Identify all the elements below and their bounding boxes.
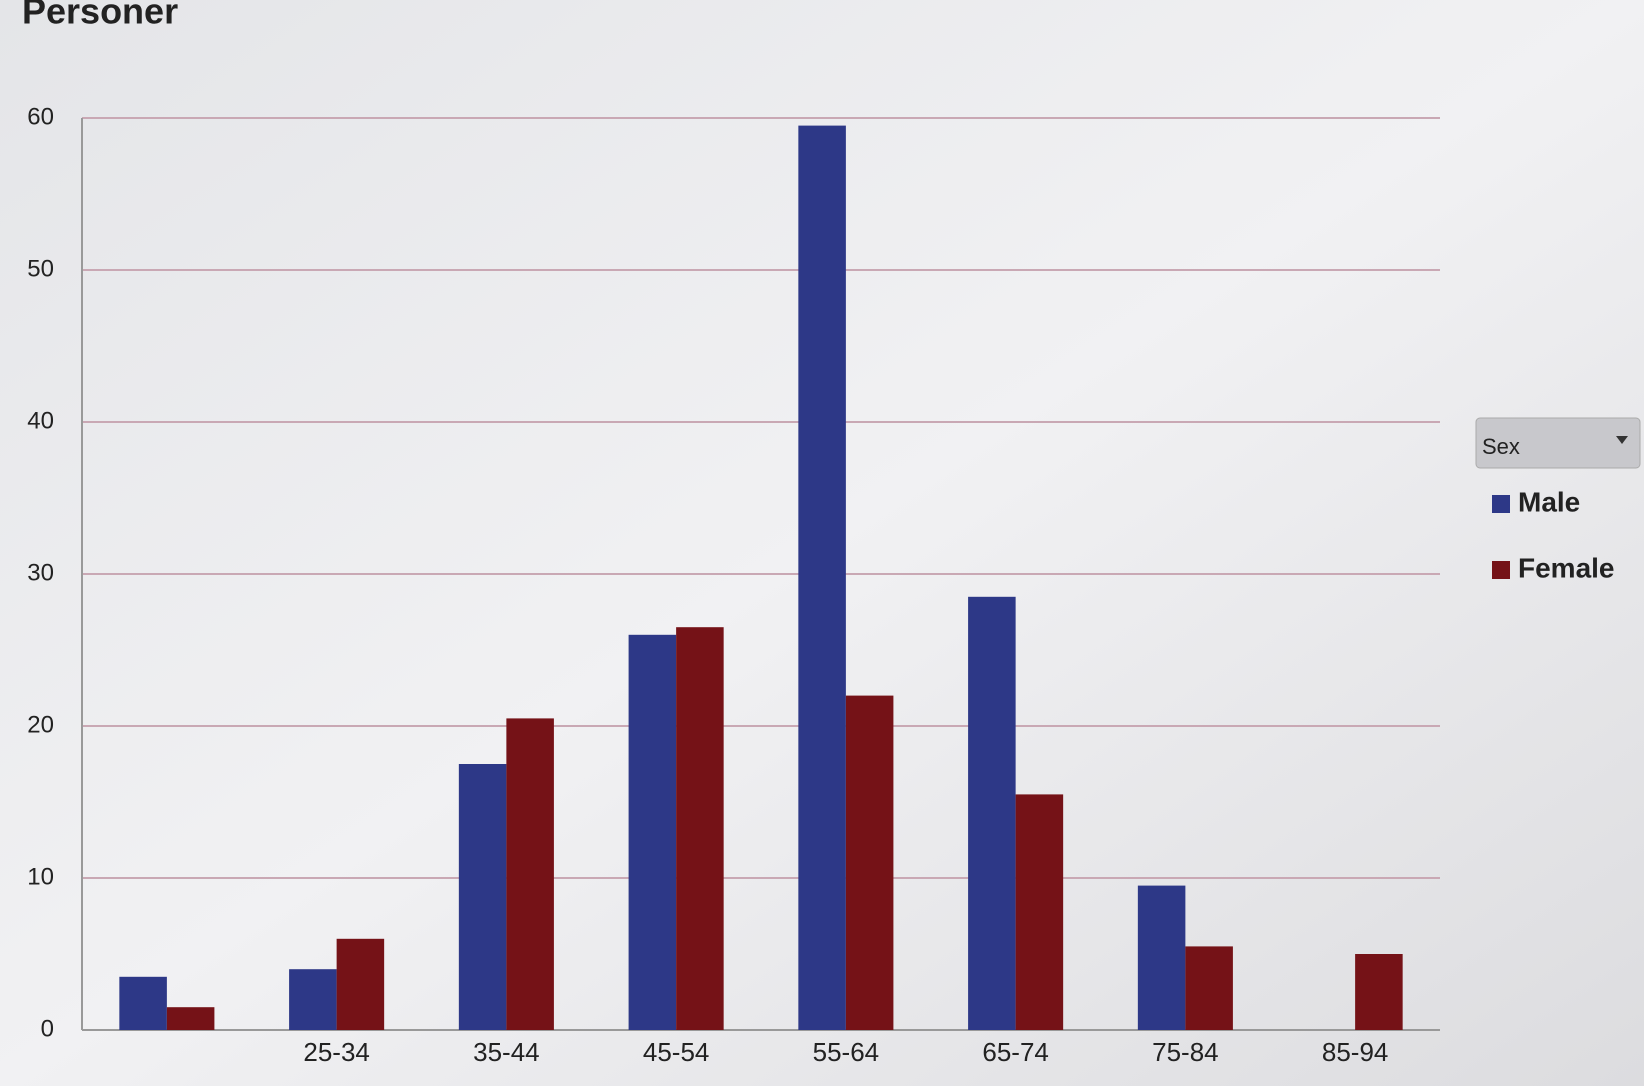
x-tick-label: 55-64 bbox=[813, 1037, 880, 1067]
bar bbox=[676, 627, 724, 1030]
legend-label: Male bbox=[1518, 486, 1580, 517]
legend-title: Sex bbox=[1482, 434, 1520, 459]
bar bbox=[628, 634, 677, 1030]
y-tick-label: 0 bbox=[41, 1015, 54, 1042]
bar bbox=[968, 596, 1016, 1030]
chart-title: Personer bbox=[22, 0, 178, 32]
y-tick-label: 40 bbox=[27, 407, 54, 434]
x-tick-label: 65-74 bbox=[982, 1037, 1049, 1067]
legend-swatch bbox=[1492, 561, 1510, 579]
bar bbox=[458, 764, 507, 1030]
y-tick-label: 30 bbox=[27, 559, 54, 586]
legend-label: Female bbox=[1518, 552, 1615, 583]
bar bbox=[289, 969, 337, 1030]
bar bbox=[119, 976, 167, 1030]
x-tick-label: 75-84 bbox=[1152, 1037, 1219, 1067]
bar bbox=[506, 718, 554, 1030]
legend-swatch bbox=[1492, 495, 1510, 513]
bar bbox=[1355, 954, 1403, 1030]
x-tick-label: 45-54 bbox=[643, 1037, 710, 1067]
y-tick-label: 10 bbox=[27, 863, 54, 890]
bar bbox=[845, 695, 894, 1030]
bar bbox=[1185, 946, 1233, 1030]
bar bbox=[336, 938, 385, 1030]
y-tick-label: 60 bbox=[27, 103, 54, 130]
legend-field-button[interactable] bbox=[1475, 417, 1641, 469]
legend: Sex Male Female bbox=[1475, 417, 1641, 583]
x-tick-label: 85-94 bbox=[1322, 1037, 1389, 1067]
bar bbox=[1137, 885, 1186, 1030]
x-tick-label: 25-34 bbox=[303, 1037, 370, 1067]
bar bbox=[166, 1007, 215, 1030]
bar bbox=[798, 125, 846, 1031]
y-tick-label: 20 bbox=[27, 711, 54, 738]
x-tick-label: 35-44 bbox=[473, 1037, 540, 1067]
bar bbox=[1015, 794, 1064, 1030]
dropdown-arrow bbox=[1616, 436, 1628, 444]
y-tick-label: 50 bbox=[27, 255, 54, 282]
